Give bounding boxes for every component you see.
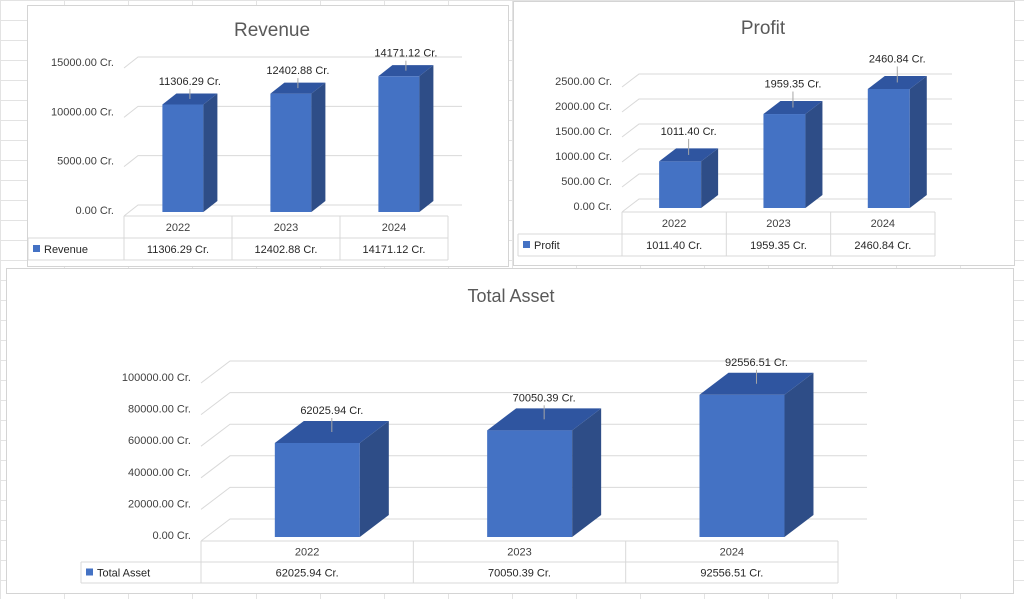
revenue-gridline: [123, 204, 462, 217]
profit-bar-2022: [659, 161, 702, 208]
revenue-y-tick-label: 0.00 Cr.: [75, 205, 114, 217]
profit-legend-label: Profit: [534, 240, 560, 252]
total-asset-y-tick-label: 80000.00 Cr.: [128, 404, 191, 416]
total-asset-bar-2023: [487, 430, 573, 537]
revenue-bar-side-2022: [203, 93, 218, 212]
revenue-gridline: [123, 105, 462, 118]
profit-gridline: [621, 73, 952, 88]
revenue-category-label: 2023: [274, 222, 298, 234]
total-asset-y-tick-label: 60000.00 Cr.: [128, 435, 191, 447]
revenue-data-label: 12402.88 Cr.: [266, 65, 329, 77]
profit-data-label: 2460.84 Cr.: [869, 53, 926, 65]
revenue-bar-side-2024: [419, 65, 434, 212]
revenue-table-value: 11306.29 Cr.: [147, 244, 209, 256]
profit-gridline: [621, 198, 952, 213]
revenue-bar-2022: [162, 104, 204, 212]
total-asset-bar-side-2024: [784, 372, 814, 537]
total-asset-category-label: 2023: [507, 547, 531, 559]
profit-y-tick-label: 2500.00 Cr.: [555, 76, 612, 88]
revenue-bar-side-2023: [311, 82, 326, 213]
total-asset-y-tick-label: 100000.00 Cr.: [122, 372, 191, 384]
total-asset-data-label: 92556.51 Cr.: [725, 357, 788, 369]
profit-y-tick-label: 0.00 Cr.: [573, 201, 612, 213]
total-asset-category-label: 2024: [720, 547, 744, 559]
revenue-gridline: [123, 56, 462, 69]
profit-category-label: 2022: [662, 218, 686, 230]
total-asset-legend-label: Total Asset: [97, 568, 150, 580]
profit-table-value: 1959.35 Cr.: [750, 240, 807, 252]
total-asset-category-label: 2022: [295, 547, 319, 559]
total-asset-table-value: 92556.51 Cr.: [700, 568, 763, 580]
total-asset-chart-panel[interactable]: Total Asset 0.00 Cr. 20000.00 Cr. 40000.00 …: [6, 268, 1014, 594]
revenue-category-label: 2022: [166, 222, 190, 234]
revenue-table-value: 14171.12 Cr.: [363, 244, 426, 256]
profit-gridline: [621, 98, 952, 113]
total-asset-table-value: 70050.39 Cr.: [488, 568, 551, 580]
profit-legend-swatch: [523, 241, 530, 248]
profit-data-label: 1959.35 Cr.: [765, 79, 822, 91]
profit-y-tick-label: 500.00 Cr.: [561, 176, 612, 188]
total-asset-y-tick-label: 40000.00 Cr.: [128, 467, 191, 479]
profit-title: Profit: [741, 18, 786, 39]
total-asset-gridline: [200, 455, 867, 479]
revenue-bar-2024: [378, 76, 420, 212]
profit-table-value: 2460.84 Cr.: [854, 240, 911, 252]
profit-chart: Profit 0.00 Cr. 500.00 Cr. 1000.00 Cr. 1500.…: [517, 18, 952, 257]
total-asset-gridline: [200, 423, 867, 447]
revenue-category-label: 2024: [382, 222, 406, 234]
total-asset-bar-2024: [699, 394, 785, 537]
profit-bar-side-2024: [909, 75, 927, 208]
revenue-y-tick-label: 10000.00 Cr.: [51, 106, 114, 118]
total-asset-bar-side-2023: [572, 408, 602, 537]
revenue-data-label: 14171.12 Cr.: [374, 48, 437, 60]
total-asset-bar-2022: [274, 442, 360, 537]
total-asset-gridline: [200, 360, 867, 384]
total-asset-y-tick-label: 20000.00 Cr.: [128, 498, 191, 510]
profit-bar-2023: [763, 114, 806, 208]
total-asset-gridline: [200, 392, 867, 415]
total-asset-title: Total Asset: [467, 286, 554, 306]
profit-y-tick-label: 2000.00 Cr.: [555, 101, 612, 113]
profit-gridline: [621, 148, 952, 163]
profit-bar-2024: [867, 88, 910, 208]
total-asset-y-tick-label: 0.00 Cr.: [152, 530, 191, 542]
revenue-y-tick-label: 5000.00 Cr.: [57, 156, 114, 168]
profit-gridline: [621, 123, 952, 138]
revenue-y-tick-label: 15000.00 Cr.: [51, 57, 114, 69]
total-asset-chart: Total Asset 0.00 Cr. 20000.00 Cr. 40000.00 …: [80, 286, 867, 584]
revenue-bar-2023: [270, 93, 312, 212]
revenue-title: Revenue: [234, 20, 310, 41]
total-asset-data-label: 70050.39 Cr.: [513, 392, 576, 404]
total-asset-data-label: 62025.94 Cr.: [300, 405, 363, 417]
profit-gridline: [621, 173, 952, 188]
profit-y-tick-label: 1000.00 Cr.: [555, 151, 612, 163]
total-asset-bar-side-2022: [359, 420, 389, 537]
revenue-chart-panel[interactable]: Revenue 0.00 Cr. 5000.00 Cr. 10000.00 Cr. 15…: [27, 5, 509, 267]
profit-data-label: 1011.40 Cr.: [661, 126, 717, 138]
profit-y-tick-label: 1500.00 Cr.: [555, 126, 612, 138]
profit-chart-panel[interactable]: Profit 0.00 Cr. 500.00 Cr. 1000.00 Cr. 1500.…: [513, 1, 1015, 266]
revenue-chart: Revenue 0.00 Cr. 5000.00 Cr. 10000.00 Cr. 15…: [28, 20, 462, 261]
revenue-legend-label: Revenue: [44, 244, 88, 256]
profit-category-label: 2024: [871, 218, 895, 230]
profit-category-label: 2023: [766, 218, 790, 230]
profit-table-value: 1011.40 Cr.: [646, 240, 702, 252]
revenue-data-label: 11306.29 Cr.: [159, 76, 221, 88]
total-asset-gridline: [200, 518, 867, 542]
profit-bar-side-2023: [805, 101, 823, 208]
total-asset-gridline: [200, 486, 867, 510]
profit-bar-side-2022: [701, 148, 719, 208]
total-asset-legend-swatch: [86, 568, 93, 576]
revenue-gridline: [123, 155, 462, 168]
total-asset-bar-top-2022: [274, 420, 389, 443]
revenue-table-value: 12402.88 Cr.: [255, 244, 318, 256]
revenue-legend-swatch: [33, 245, 40, 252]
total-asset-table-value: 62025.94 Cr.: [276, 568, 339, 580]
